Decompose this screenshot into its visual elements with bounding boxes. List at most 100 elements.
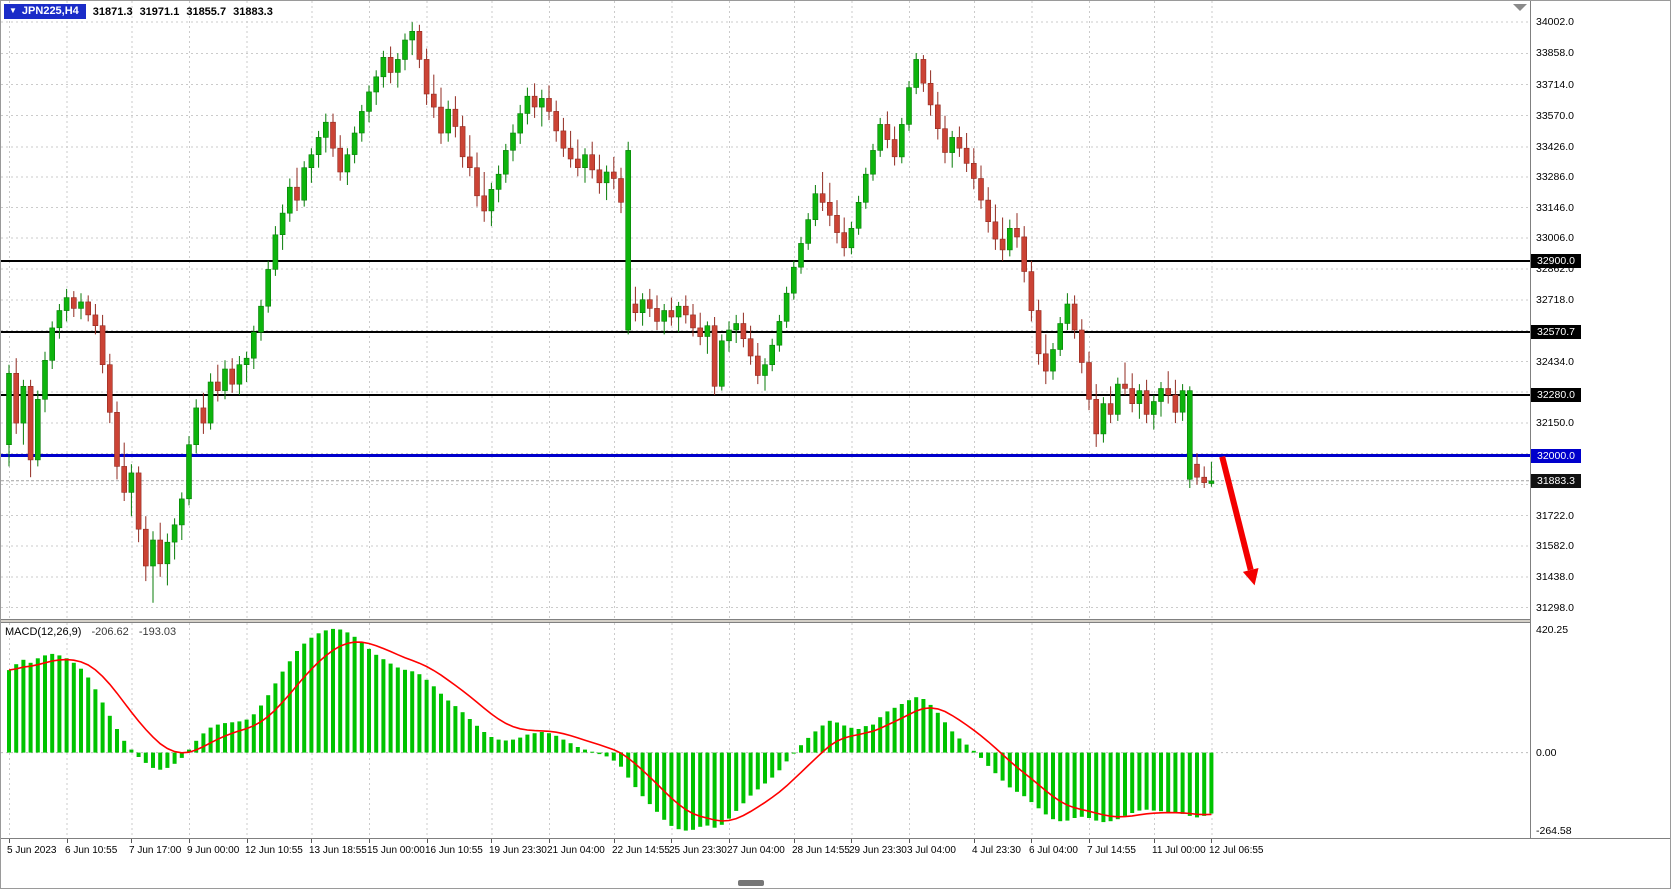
candle-body [798, 243, 804, 268]
macd-histogram-bar [323, 630, 328, 753]
macd-histogram-bar [86, 677, 91, 753]
macd-histogram-bar [539, 732, 544, 753]
candle-body [466, 156, 473, 168]
macd-histogram-bar [316, 633, 321, 753]
macd-histogram-bar [359, 642, 364, 753]
time-axis-tick [189, 839, 190, 843]
candle-body [6, 372, 12, 445]
macd-histogram-bar [914, 697, 919, 753]
candle-body [1208, 480, 1215, 484]
candle-body [632, 303, 639, 313]
symbol-period-badge[interactable]: ▼ JPN225,H4 [4, 4, 86, 19]
macd-histogram-bar [201, 733, 206, 753]
candle-body [121, 466, 127, 493]
candle-body [85, 301, 91, 316]
macd-histogram-bar [611, 752, 616, 761]
candle-body [1028, 271, 1035, 311]
candle-body [956, 137, 963, 149]
candle-body [841, 232, 848, 249]
macd-histogram-bar [993, 752, 998, 774]
time-axis[interactable]: 5 Jun 2023 6 Jun 10:55 7 Jun 17:00 9 Jun 00… [1, 838, 1670, 863]
macd-histogram-bar [791, 752, 796, 754]
macd-histogram-bar [230, 722, 235, 753]
candle-body [733, 323, 740, 331]
macd-histogram-bar [309, 637, 314, 753]
macd-histogram-bar [64, 658, 69, 753]
price-axis-label: 33714.0 [1536, 78, 1574, 91]
time-axis-label: 6 Jul 04:00 [1029, 845, 1078, 856]
macd-histogram-bar [1144, 752, 1149, 810]
candle-body [13, 372, 19, 424]
candle-body [459, 126, 466, 158]
macd-histogram-bar [597, 752, 602, 755]
time-axis-tick [311, 839, 312, 843]
macd-histogram-bar [295, 651, 299, 753]
macd-histogram-bar [1000, 752, 1005, 781]
candlestick-series [6, 22, 1215, 603]
price-axis-label: 32718.0 [1536, 294, 1574, 307]
macd-histogram-bar [136, 752, 141, 757]
time-axis-tick [1154, 839, 1155, 843]
candle-body [639, 299, 646, 314]
macd-histogram-bar [943, 722, 947, 753]
candle-body [783, 292, 790, 322]
bottom-scro ll-area [1, 863, 1670, 888]
time-axis-label: 19 Jun 23:30 [489, 845, 547, 856]
trend-arrow-annotation[interactable] [1219, 455, 1259, 586]
macd-histogram-bar [237, 721, 242, 753]
macd-histogram-bar [1043, 752, 1048, 815]
price-chart-canvas[interactable] [1, 1, 1530, 619]
candle-body [697, 327, 704, 337]
candle-body [963, 147, 970, 164]
candle-body [1143, 390, 1150, 415]
macd-histogram-bar [424, 679, 429, 753]
candle-body [524, 95, 531, 114]
candle-body [553, 111, 560, 132]
candle-body [215, 381, 221, 391]
candle-body [1158, 388, 1164, 402]
time-axis-tick [369, 839, 370, 843]
macd-histogram-bar [107, 715, 112, 753]
price-axis[interactable]: 34002.0 33858.0 33714.0 33570.0 33426.0 33286… [1530, 1, 1670, 838]
time-axis-label: 7 Jun 17:00 [129, 845, 182, 856]
candle-body [380, 56, 387, 78]
candle-body [157, 539, 163, 565]
macd-indicator-canvas[interactable] [1, 623, 1530, 838]
horizontal-scrollbar-thumb[interactable] [738, 880, 764, 886]
price-axis-label: 33286.0 [1536, 171, 1574, 184]
macd-histogram-bar [590, 751, 595, 753]
candle-body [668, 310, 675, 318]
candle-body [1035, 310, 1042, 355]
time-axis-label: 12 Jun 10:55 [245, 845, 303, 856]
macd-histogram-bar [619, 752, 623, 767]
candle-body [78, 301, 84, 309]
macd-histogram-bar [669, 752, 674, 826]
candle-body [718, 340, 725, 387]
candle-body [740, 323, 747, 339]
candle-body [1129, 388, 1135, 404]
candle-body [99, 325, 106, 366]
price-axis-label: 31438.0 [1536, 571, 1574, 584]
candle-body [20, 385, 27, 424]
candle-body [229, 368, 235, 385]
candle-body [272, 234, 279, 270]
candle-body [337, 147, 344, 173]
macd-histogram-bar [115, 729, 119, 753]
candle-body [92, 314, 99, 326]
time-axis-label: 25 Jun 23:30 [669, 845, 727, 856]
macd-histogram-bar [1029, 752, 1034, 803]
macd-histogram-bar [986, 752, 991, 766]
candle-body [1165, 388, 1171, 396]
candle-body [200, 407, 207, 424]
candle-body [1086, 362, 1092, 400]
macd-histogram-bar [93, 689, 98, 753]
candle-body [344, 154, 351, 173]
macd-histogram-bar [734, 752, 739, 811]
price-axis-label: 33570.0 [1536, 109, 1574, 122]
macd-histogram-bar [35, 658, 40, 753]
candle-body [71, 297, 77, 309]
candle-body [848, 228, 855, 249]
chart-shift-marker-icon[interactable] [1513, 4, 1527, 11]
pane-separator[interactable] [1, 619, 1670, 623]
time-axis-label: 16 Jun 10:55 [425, 845, 483, 856]
